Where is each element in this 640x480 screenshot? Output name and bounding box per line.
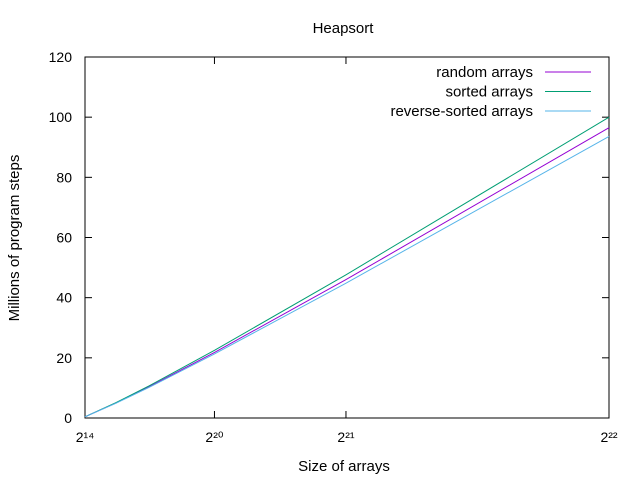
y-axis: 0 20 40 60 80 100 120 — [49, 49, 609, 426]
x-tick-label: 2²² — [600, 429, 617, 445]
x-tick-label: 2²⁰ — [205, 429, 223, 445]
y-tick-label: 0 — [64, 410, 72, 426]
y-tick-label: 40 — [56, 290, 72, 306]
series-line-1 — [84, 127, 610, 418]
y-axis-title: Millions of program steps — [6, 155, 23, 322]
y-tick-label: 100 — [49, 109, 73, 125]
x-axis-title: Size of arrays — [298, 458, 390, 475]
legend-label-3: reverse-sorted arrays — [390, 103, 533, 120]
x-axis: 2¹⁴ 2²⁰ 2²¹ 2²² — [76, 57, 618, 445]
legend-label-2: sorted arrays — [445, 84, 533, 101]
series-lines — [84, 116, 610, 418]
x-tick-label: 2¹⁴ — [76, 429, 94, 445]
y-tick-label: 60 — [56, 230, 72, 246]
y-tick-label: 120 — [49, 49, 73, 65]
y-tick-label: 80 — [56, 169, 72, 185]
x-tick-label: 2²¹ — [337, 429, 354, 445]
legend-label-1: random arrays — [436, 64, 533, 81]
chart-title: Heapsort — [313, 20, 375, 37]
legend: random arrays sorted arrays reverse-sorted… — [390, 64, 591, 120]
series-line-3 — [84, 135, 610, 418]
y-tick-label: 20 — [56, 350, 72, 366]
series-line-2 — [84, 116, 610, 418]
